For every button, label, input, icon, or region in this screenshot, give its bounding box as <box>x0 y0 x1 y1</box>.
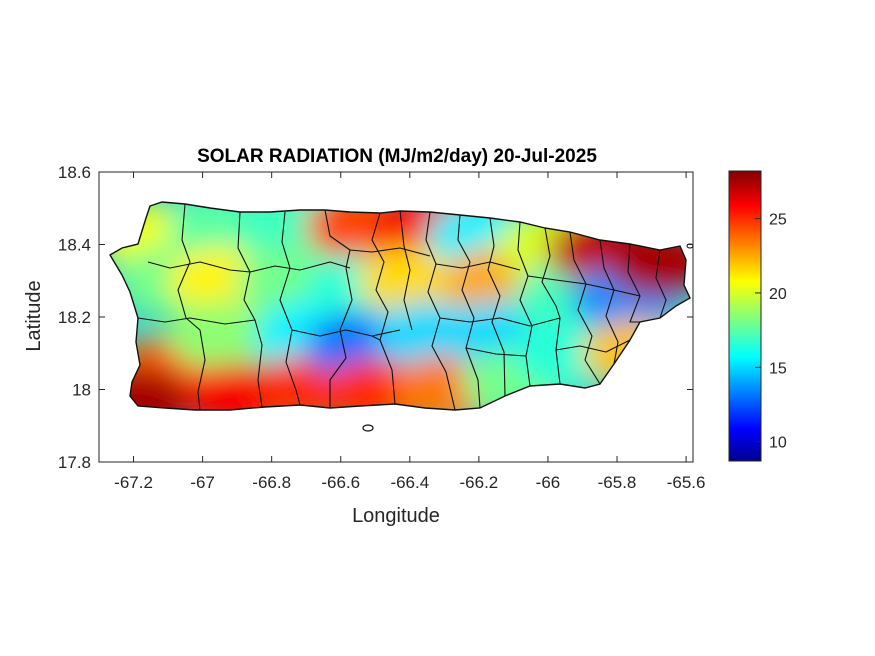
x-tick-label: -67 <box>190 473 215 492</box>
y-axis-label: Latitude <box>23 280 45 351</box>
y-tick-label: 18.2 <box>58 308 91 327</box>
y-tick-label: 18.4 <box>58 236 91 255</box>
x-tick-label: -65.8 <box>598 473 637 492</box>
y-tick-label: 18 <box>72 381 91 400</box>
x-tick-label: -67.2 <box>114 473 153 492</box>
x-tick-label: -66.8 <box>252 473 291 492</box>
radiation-heatmap <box>110 202 690 410</box>
x-tick-label: -66.6 <box>321 473 360 492</box>
colorbar-tick-label: 10 <box>769 435 787 452</box>
x-tick-label: -65.6 <box>667 473 706 492</box>
y-tick-label: 17.8 <box>58 453 91 472</box>
x-axis: -67.2 -67 -66.8 -66.6 -66.4 -66.2 -66 -65.8 -65.… <box>114 172 705 492</box>
chart-title: SOLAR RADIATION (MJ/m2/day) 20-Jul-2025 <box>197 146 597 167</box>
x-axis-label: Longitude <box>352 505 440 527</box>
x-tick-label: -66.4 <box>390 473 429 492</box>
x-tick-label: -66 <box>536 473 561 492</box>
colorbar-tick-label: 15 <box>769 360 787 377</box>
municipality-boundaries <box>137 203 667 410</box>
colorbar <box>728 170 762 462</box>
x-tick-label: -66.2 <box>460 473 499 492</box>
colorbar-ticks: 25 20 15 10 <box>755 212 787 452</box>
colorbar-tick-label: 25 <box>769 212 787 229</box>
colorbar-tick-label: 20 <box>769 286 787 303</box>
y-tick-label: 18.6 <box>58 163 91 182</box>
offshore-island <box>362 424 374 432</box>
y-axis: 18.6 18.4 18.2 18 17.8 <box>58 163 693 472</box>
